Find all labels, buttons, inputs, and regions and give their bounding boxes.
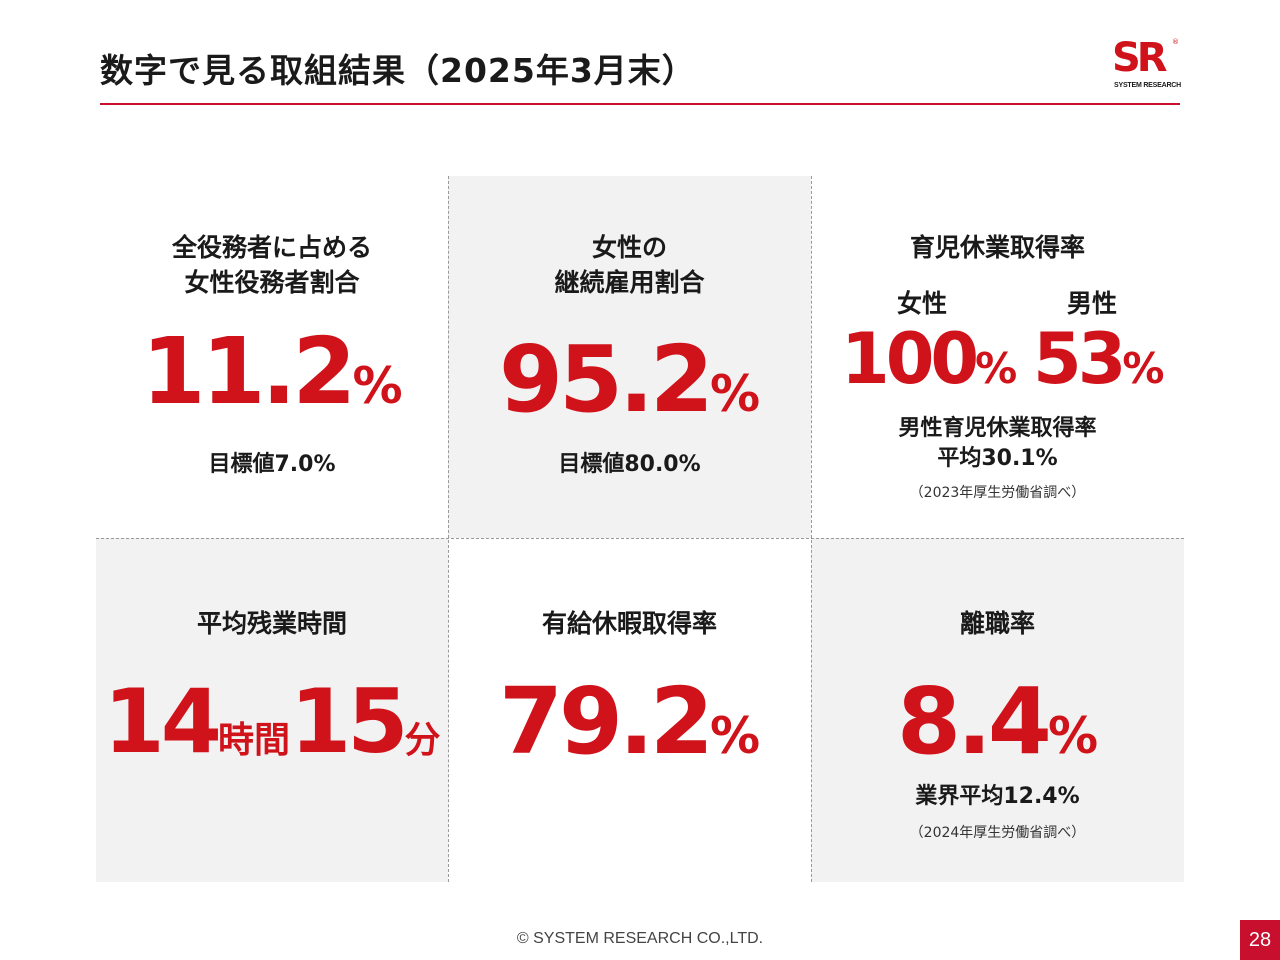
male-value: 53% <box>1033 324 1165 394</box>
source-note: （2023年厚生労働省調べ） <box>909 485 1086 501</box>
male-avg-note-line2: 平均30.1% <box>937 446 1058 471</box>
logo-registered-mark: ® <box>1172 38 1179 46</box>
stat-childcare-leave: 育児休業取得率 女性 男性 100% 53% 男性育児休業取得率 平均30.1%… <box>811 176 1184 538</box>
stat-number: 95.2 <box>498 326 714 433</box>
stat-value: 79.2% <box>448 676 811 768</box>
stat-unit: % <box>352 357 403 415</box>
male-avg-note-line1: 男性育児休業取得率 <box>898 416 1097 441</box>
hours-number: 14 <box>103 670 222 773</box>
divider-vertical-2 <box>811 176 812 882</box>
stat-label-line2: 女性役務者割合 <box>184 268 360 297</box>
male-avg-note: 男性育児休業取得率 平均30.1% <box>811 414 1184 474</box>
hours-unit: 時間 <box>217 720 290 761</box>
copyright: © SYSTEM RESEARCH CO.,LTD. <box>516 930 764 947</box>
stat-label-line1: 全役務者に占める <box>171 233 372 262</box>
logo-letters: SR <box>1112 35 1168 81</box>
page-number: 28 <box>1240 920 1280 960</box>
stat-label: 有給休暇取得率 <box>541 609 717 638</box>
stat-label: 女性の 継続雇用割合 <box>448 230 811 300</box>
female-number: 100 <box>841 318 979 400</box>
stat-value: 11.2% <box>96 326 448 418</box>
stat-unit: % <box>709 707 761 765</box>
divider-vertical-1 <box>448 176 449 882</box>
stat-number: 8.4 <box>896 668 1052 775</box>
stat-value: 14時間15分 <box>96 678 448 766</box>
industry-average: 業界平均12.4% <box>915 784 1080 809</box>
stat-women-officers: 全役務者に占める 女性役務者割合 11.2% 目標値7.0% <box>96 176 448 538</box>
female-label: 女性 <box>897 289 948 318</box>
page-title: 数字で見る取組結果（2025年3月末） <box>100 51 696 90</box>
stat-unit: % <box>1047 707 1099 765</box>
minutes-number: 15 <box>290 670 408 773</box>
stat-label-line1: 女性の <box>591 233 667 262</box>
stat-value: 8.4% <box>811 676 1184 768</box>
stat-paid-leave: 有給休暇取得率 79.2% <box>448 538 811 882</box>
male-number: 53 <box>1033 318 1126 400</box>
company-logo: SR ® SYSTEM RESEARCH <box>1108 35 1188 94</box>
logo-text: SYSTEM RESEARCH <box>1114 82 1182 89</box>
stats-grid: 全役務者に占める 女性役務者割合 11.2% 目標値7.0% 女性の 継続雇用割… <box>96 176 1184 882</box>
male-label: 男性 <box>1067 289 1118 318</box>
stat-label: 全役務者に占める 女性役務者割合 <box>96 230 448 300</box>
female-unit: % <box>975 344 1018 393</box>
minutes-unit: 分 <box>404 720 441 761</box>
title-underline <box>100 103 1180 105</box>
stat-label: 離職率 <box>959 609 1035 638</box>
stat-women-retention: 女性の 継続雇用割合 95.2% 目標値80.0% <box>448 176 811 538</box>
female-value: 100% <box>841 324 1017 394</box>
stat-label-line2: 継続雇用割合 <box>554 268 705 297</box>
stat-label: 平均残業時間 <box>196 609 347 638</box>
stat-label: 育児休業取得率 <box>909 233 1085 262</box>
stat-number: 79.2 <box>498 668 714 775</box>
stat-overtime: 平均残業時間 14時間15分 <box>96 538 448 882</box>
divider-horizontal <box>96 538 1184 539</box>
source-note: （2024年厚生労働省調べ） <box>909 825 1086 841</box>
male-unit: % <box>1122 344 1165 393</box>
stat-turnover: 離職率 8.4% 業界平均12.4% （2024年厚生労働省調べ） <box>811 538 1184 882</box>
stat-number: 11.2 <box>141 318 356 425</box>
stat-target: 目標値7.0% <box>208 452 336 477</box>
stat-value: 95.2% <box>448 334 811 426</box>
stat-target: 目標値80.0% <box>558 452 701 477</box>
stat-unit: % <box>709 365 761 423</box>
